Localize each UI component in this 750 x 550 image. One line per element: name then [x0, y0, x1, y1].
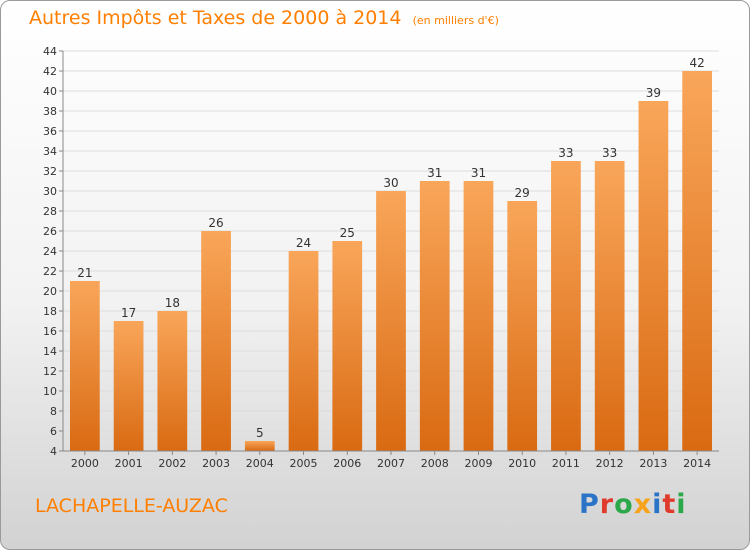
bar	[69, 281, 100, 451]
logo-letter: x	[633, 489, 653, 520]
x-tick-label: 2012	[596, 457, 624, 470]
x-tick-label: 2010	[508, 457, 536, 470]
bar	[638, 101, 669, 451]
x-tick-label: 2011	[552, 457, 580, 470]
y-tick-label: 10	[43, 385, 57, 398]
bar	[201, 231, 231, 451]
bar	[288, 251, 319, 451]
y-tick-label: 8	[50, 405, 57, 418]
commune-name: LACHAPELLE-AUZAC	[35, 495, 228, 517]
bar-value-label: 5	[256, 426, 264, 440]
y-tick-label: 44	[43, 45, 57, 58]
bar	[113, 321, 144, 451]
logo-letter: i	[676, 489, 687, 520]
y-tick-label: 16	[43, 325, 57, 338]
bar-value-label: 42	[689, 56, 704, 70]
bar	[244, 441, 275, 451]
y-tick-label: 30	[43, 185, 57, 198]
bar	[157, 311, 188, 451]
y-tick-label: 42	[43, 65, 57, 78]
x-tick-label: 2007	[377, 457, 405, 470]
y-tick-label: 20	[43, 285, 57, 298]
y-tick-label: 40	[43, 85, 57, 98]
y-tick-label: 4	[50, 445, 57, 458]
x-tick-label: 2008	[421, 457, 449, 470]
bar	[551, 161, 581, 451]
bar-value-label: 39	[646, 86, 661, 100]
x-tick-label: 2005	[290, 457, 318, 470]
proxiti-logo: Proxiti	[579, 489, 687, 520]
logo-letter: P	[579, 489, 600, 520]
bar-value-label: 30	[383, 176, 398, 190]
x-tick-label: 2002	[158, 457, 186, 470]
y-tick-label: 24	[43, 245, 57, 258]
y-tick-label: 38	[43, 105, 57, 118]
bar-value-label: 31	[471, 166, 486, 180]
y-tick-label: 6	[50, 425, 57, 438]
y-tick-label: 34	[43, 145, 57, 158]
bar	[463, 181, 494, 451]
x-tick-label: 2003	[202, 457, 230, 470]
bar-value-label: 17	[121, 306, 136, 320]
x-tick-label: 2000	[71, 457, 99, 470]
x-tick-label: 2001	[115, 457, 143, 470]
bar-value-label: 21	[77, 266, 92, 280]
chart-title: Autres Impôts et Taxes de 2000 à 2014	[29, 7, 402, 29]
y-tick-label: 32	[43, 165, 57, 178]
bar	[507, 201, 538, 451]
y-tick-label: 36	[43, 125, 57, 138]
x-tick-label: 2004	[246, 457, 274, 470]
bar-value-label: 25	[340, 226, 355, 240]
bar-value-label: 33	[558, 146, 573, 160]
bar-value-label: 33	[602, 146, 617, 160]
chart-title-block: Autres Impôts et Taxes de 2000 à 2014 (e…	[29, 7, 499, 29]
bar-value-label: 26	[208, 216, 223, 230]
x-tick-label: 2013	[639, 457, 667, 470]
y-tick-label: 26	[43, 225, 57, 238]
bar-value-label: 31	[427, 166, 442, 180]
y-tick-label: 14	[43, 345, 57, 358]
bar	[594, 161, 625, 451]
chart-unit: (en milliers d'€)	[412, 14, 499, 27]
x-tick-label: 2014	[683, 457, 711, 470]
bar	[419, 181, 450, 451]
y-tick-label: 28	[43, 205, 57, 218]
y-tick-label: 12	[43, 365, 57, 378]
logo-letter: t	[662, 489, 677, 520]
x-tick-label: 2006	[333, 457, 361, 470]
logo-letter: o	[614, 489, 634, 520]
bar-value-label: 29	[515, 186, 530, 200]
bar-value-label: 18	[165, 296, 180, 310]
x-tick-label: 2009	[464, 457, 492, 470]
y-tick-label: 18	[43, 305, 57, 318]
bar	[682, 71, 713, 451]
bar	[332, 241, 363, 451]
bar	[376, 191, 406, 451]
logo-letter: r	[599, 489, 615, 520]
bar-value-label: 24	[296, 236, 311, 250]
logo-letter: i	[652, 489, 663, 520]
y-tick-label: 22	[43, 265, 57, 278]
